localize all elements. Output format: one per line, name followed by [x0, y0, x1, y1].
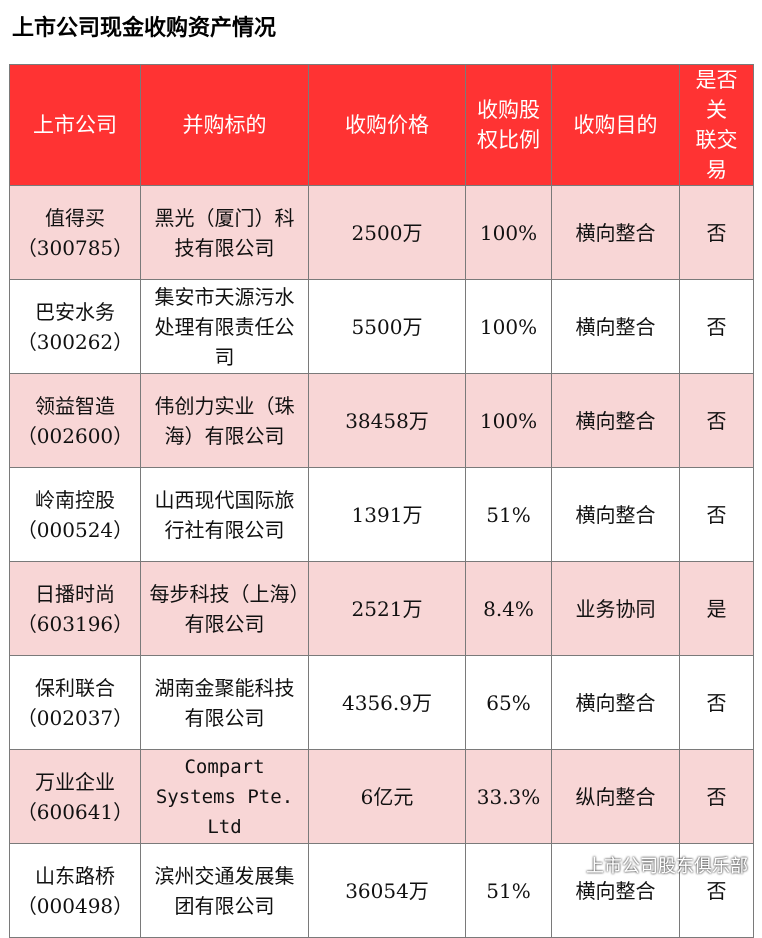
table-row: 巴安水务 （300262） 集安市天源污水处理有限责任公司 5500万 100% 横向整合…	[9, 279, 754, 374]
table-row: 岭南控股 （000524） 山西现代国际旅行社有限公司 1391万 51% 横向整合否	[9, 467, 754, 562]
cell-company: 岭南控股 （000524）	[9, 467, 141, 562]
cell-purpose: 横向整合	[551, 373, 680, 468]
stock-code: （000524）	[16, 517, 134, 542]
watermark-text: 上市公司股东俱乐部	[586, 856, 748, 877]
table-header-row: 上市公司 并购标的 收购价格 收购股 权比例 收购目的 是否关 联交易	[9, 64, 754, 186]
cell-related: 否	[679, 373, 754, 468]
table-row: 万业企业 （600641） Compart Systems Pte. Ltd 6亿元 3…	[9, 749, 754, 844]
cell-purpose: 横向整合	[551, 655, 680, 750]
cell-related: 否	[679, 749, 754, 844]
header-ratio: 收购股 权比例	[465, 64, 552, 186]
cell-purpose: 横向整合	[551, 467, 680, 562]
cell-ratio: 100%	[465, 279, 552, 374]
cell-company: 值得买 （300785）	[9, 185, 141, 280]
page-title: 上市公司现金收购资产情况	[12, 16, 277, 41]
cell-target: 山西现代国际旅行社有限公司	[140, 467, 309, 562]
header-price: 收购价格	[308, 64, 466, 186]
stock-code: （600641）	[16, 799, 134, 824]
cell-company: 保利联合 （002037）	[9, 655, 141, 750]
header-target: 并购标的	[140, 64, 309, 186]
header-related: 是否关 联交易	[679, 64, 754, 186]
cell-company: 领益智造 （002600）	[9, 373, 141, 468]
company-name: 日播时尚	[35, 581, 115, 606]
cell-target: 黑光（厦门）科技有限公司	[140, 185, 309, 280]
watermark: 上市公司股东俱乐部	[554, 852, 748, 878]
table-row: 领益智造 （002600） 伟创力实业（珠海）有限公司 38458万 100% 横向整合否	[9, 373, 754, 468]
stock-code: （002600）	[16, 423, 134, 448]
company-name: 山东路桥	[35, 863, 115, 888]
cell-company: 日播时尚 （603196）	[9, 561, 141, 656]
stock-code: （000498）	[16, 893, 134, 918]
cell-price: 2521万	[308, 561, 466, 656]
cell-price: 36054万	[308, 843, 466, 938]
header-purpose: 收购目的	[551, 64, 680, 186]
cell-target: 伟创力实业（珠海）有限公司	[140, 373, 309, 468]
table-row: 日播时尚 （603196） 每步科技（上海）有限公司 2521万 8.4% 业务协同是	[9, 561, 754, 656]
company-name: 岭南控股	[35, 487, 115, 512]
cell-related: 否	[679, 279, 754, 374]
stock-code: （603196）	[16, 611, 134, 636]
cell-related: 否	[679, 655, 754, 750]
cell-ratio: 33.3%	[465, 749, 552, 844]
cell-company: 万业企业 （600641）	[9, 749, 141, 844]
cell-company: 山东路桥 （000498）	[9, 843, 141, 938]
header-company: 上市公司	[9, 64, 141, 186]
cell-related: 是	[679, 561, 754, 656]
cell-price: 38458万	[308, 373, 466, 468]
cell-ratio: 100%	[465, 373, 552, 468]
cell-target: Compart Systems Pte. Ltd	[140, 749, 309, 844]
cell-target: 湖南金聚能科技有限公司	[140, 655, 309, 750]
cell-price: 6亿元	[308, 749, 466, 844]
wechat-icon	[554, 854, 580, 875]
company-name: 万业企业	[35, 769, 115, 794]
stock-code: （002037）	[16, 705, 134, 730]
cell-purpose: 纵向整合	[551, 749, 680, 844]
cell-target: 集安市天源污水处理有限责任公司	[140, 279, 309, 374]
company-name: 领益智造	[35, 393, 115, 418]
cell-ratio: 8.4%	[465, 561, 552, 656]
cell-price: 1391万	[308, 467, 466, 562]
cell-related: 否	[679, 467, 754, 562]
cell-purpose: 横向整合	[551, 279, 680, 374]
cell-ratio: 65%	[465, 655, 552, 750]
cell-ratio: 51%	[465, 843, 552, 938]
acquisition-table: 上市公司 并购标的 收购价格 收购股 权比例 收购目的 是否关 联交易 值得买 （30…	[9, 64, 754, 938]
company-name: 保利联合	[35, 675, 115, 700]
cell-purpose: 横向整合	[551, 185, 680, 280]
company-name: 值得买	[45, 205, 105, 230]
cell-price: 4356.9万	[308, 655, 466, 750]
cell-price: 5500万	[308, 279, 466, 374]
stock-code: （300262）	[16, 329, 134, 354]
cell-purpose: 业务协同	[551, 561, 680, 656]
cell-ratio: 100%	[465, 185, 552, 280]
stock-code: （300785）	[16, 235, 134, 260]
cell-company: 巴安水务 （300262）	[9, 279, 141, 374]
table-row: 值得买 （300785） 黑光（厦门）科技有限公司 2500万 100% 横向整合否	[9, 185, 754, 280]
cell-ratio: 51%	[465, 467, 552, 562]
cell-target: 滨州交通发展集团有限公司	[140, 843, 309, 938]
cell-target: 每步科技（上海）有限公司	[140, 561, 309, 656]
company-name: 巴安水务	[35, 299, 115, 324]
cell-related: 否	[679, 185, 754, 280]
cell-price: 2500万	[308, 185, 466, 280]
table-row: 保利联合 （002037） 湖南金聚能科技有限公司 4356.9万 65% 横向整合否	[9, 655, 754, 750]
